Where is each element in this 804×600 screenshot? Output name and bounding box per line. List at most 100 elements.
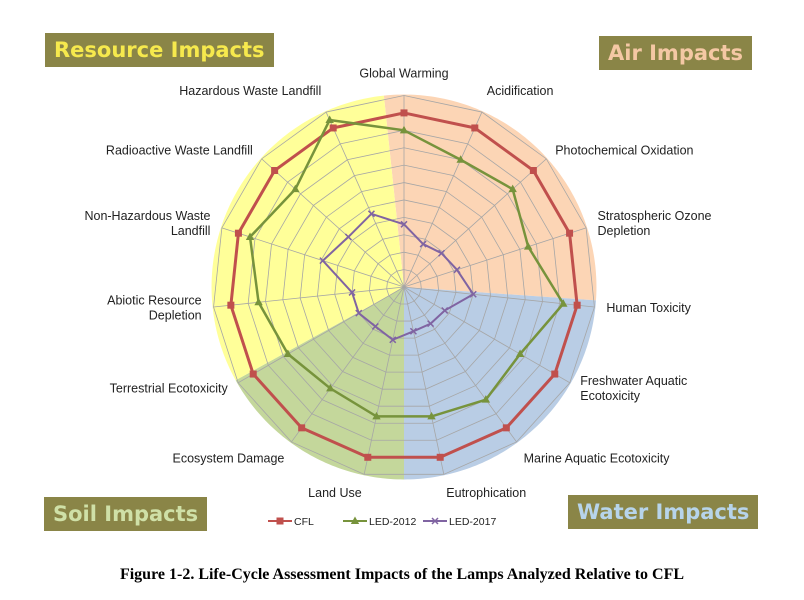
radar-series bbox=[227, 109, 581, 461]
data-point-led-2017 bbox=[367, 210, 375, 218]
axis-label: Eutrophication bbox=[446, 486, 526, 500]
data-point-led-2012 bbox=[515, 349, 525, 358]
series-line-led-2012 bbox=[248, 118, 565, 418]
data-point-cfl bbox=[298, 424, 306, 432]
data-point-led-2017 bbox=[319, 257, 327, 265]
data-point-led-2017 bbox=[344, 233, 352, 241]
data-point-cfl bbox=[502, 424, 510, 432]
data-point-cfl bbox=[364, 453, 372, 461]
data-point-led-2012 bbox=[427, 411, 436, 420]
grid-spoke bbox=[403, 158, 547, 288]
grid-ring bbox=[247, 129, 561, 441]
grid-spoke bbox=[291, 286, 405, 443]
data-point-led-2017 bbox=[348, 288, 356, 296]
axis-label: Land Use bbox=[308, 486, 362, 500]
data-point-led-2017 bbox=[453, 266, 461, 274]
grid-ring bbox=[282, 164, 526, 407]
axis-label: Radioactive Waste Landfill bbox=[106, 143, 253, 157]
data-point-cfl bbox=[271, 167, 279, 175]
grid-spoke bbox=[403, 111, 483, 288]
axis-label: Ecosystem Damage bbox=[173, 452, 285, 466]
grid-spoke bbox=[403, 227, 587, 288]
grid-spoke bbox=[403, 286, 571, 384]
grid-spoke bbox=[403, 286, 517, 443]
data-point-led-2012 bbox=[291, 184, 300, 193]
series-line-cfl bbox=[229, 111, 579, 459]
legend-label: LED-2017 bbox=[449, 516, 496, 528]
data-point-cfl bbox=[400, 109, 408, 117]
data-point-cfl bbox=[566, 229, 574, 237]
legend-marker bbox=[350, 516, 360, 524]
grid-spoke bbox=[213, 286, 405, 308]
data-point-led-2012 bbox=[245, 232, 255, 240]
grid-ring bbox=[334, 216, 474, 356]
axis-label: Hazardous Waste Landfill bbox=[179, 84, 321, 98]
data-point-cfl bbox=[551, 370, 559, 378]
grid-spoke bbox=[403, 286, 445, 475]
soil-impacts-label: Soil Impacts bbox=[44, 497, 208, 531]
axis-label: Freshwater Aquatic Ecotoxicity bbox=[580, 374, 687, 403]
data-point-led-2012 bbox=[254, 297, 263, 306]
legend-item-cfl: CFL bbox=[268, 516, 314, 528]
radar-chart: Global Warming Acidification Photochemical… bbox=[84, 67, 711, 529]
soil-sector bbox=[235, 287, 404, 480]
legend-item-led-2017: LED-2017 bbox=[423, 516, 496, 528]
data-point-led-2012 bbox=[456, 155, 465, 163]
axis-label: Photochemical Oxidation bbox=[555, 143, 693, 157]
legend-marker bbox=[276, 517, 284, 525]
data-point-led-2012 bbox=[523, 242, 533, 250]
grid-ring bbox=[299, 182, 509, 390]
data-point-cfl bbox=[329, 124, 337, 132]
data-point-led-2017 bbox=[371, 322, 379, 330]
axis-label: Non-Hazardous Waste Landfill bbox=[84, 209, 210, 238]
data-point-led-2017 bbox=[409, 327, 417, 335]
data-point-cfl bbox=[436, 453, 444, 461]
data-point-cfl bbox=[234, 229, 242, 237]
grid-spoke bbox=[261, 158, 405, 288]
legend-label: LED-2012 bbox=[369, 516, 416, 528]
water-impacts-label: Water Impacts bbox=[568, 495, 759, 529]
data-point-led-2012 bbox=[326, 383, 335, 392]
radar-grid bbox=[213, 95, 595, 475]
grid-ring bbox=[386, 269, 422, 305]
data-point-cfl bbox=[249, 370, 257, 378]
quadrant-backgrounds bbox=[211, 94, 597, 480]
legend-item-led-2012: LED-2012 bbox=[343, 516, 416, 528]
data-point-led-2017 bbox=[437, 249, 446, 257]
resource-sector bbox=[211, 95, 404, 381]
axis-label: Terrestrial Ecotoxicity bbox=[110, 381, 229, 395]
grid-ring bbox=[368, 251, 440, 322]
grid-ring bbox=[317, 199, 491, 373]
axis-label: Stratospheric Ozone Depletion bbox=[598, 209, 712, 238]
data-point-cfl bbox=[529, 167, 537, 175]
grid-spoke bbox=[325, 111, 405, 288]
axis-label: Abiotic Resource Depletion bbox=[107, 293, 202, 322]
data-point-led-2012 bbox=[481, 395, 491, 403]
axis-label: Marine Aquatic Ecotoxicity bbox=[524, 452, 671, 466]
legend-label: CFL bbox=[294, 516, 314, 528]
legend: CFL LED-2012 LED-2017 bbox=[268, 516, 496, 528]
axis-label: Human Toxicity bbox=[606, 301, 691, 315]
axis-label: Global Warming bbox=[359, 67, 448, 81]
grid-spoke bbox=[237, 286, 405, 384]
water-sector bbox=[404, 287, 596, 480]
data-point-led-2017 bbox=[419, 240, 427, 248]
axis-label: Acidification bbox=[487, 84, 554, 98]
data-point-cfl bbox=[573, 301, 581, 309]
data-point-led-2017 bbox=[469, 290, 477, 298]
legend-marker bbox=[431, 517, 439, 525]
data-point-cfl bbox=[471, 124, 479, 132]
resource-impacts-label: Resource Impacts bbox=[45, 33, 274, 67]
data-point-led-2012 bbox=[325, 115, 334, 124]
data-point-led-2017 bbox=[427, 320, 435, 328]
data-point-led-2012 bbox=[372, 411, 381, 420]
data-point-led-2012 bbox=[559, 299, 568, 307]
data-point-led-2017 bbox=[441, 306, 449, 315]
figure-caption: Figure 1-2. Life-Cycle Assessment Impact… bbox=[119, 566, 685, 583]
air-sector bbox=[383, 94, 597, 301]
grid-ring bbox=[213, 95, 595, 475]
data-point-cfl bbox=[227, 301, 235, 309]
data-point-led-2012 bbox=[508, 184, 517, 193]
axis-labels: Global Warming Acidification Photochemical… bbox=[84, 67, 711, 501]
data-point-led-2017 bbox=[355, 309, 363, 317]
